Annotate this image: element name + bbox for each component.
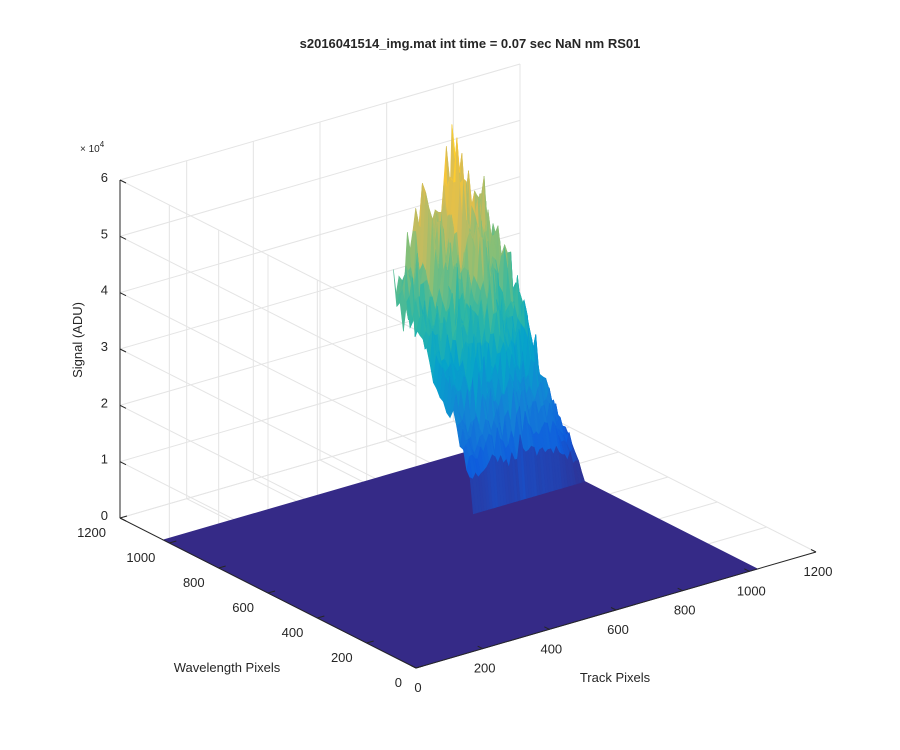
z-exponent-power: 4 [100, 140, 105, 149]
x-tick-label: 1000 [737, 583, 766, 598]
y-tick-label: 200 [331, 650, 353, 665]
x-tick [410, 665, 417, 669]
z-tick-label: 1 [101, 452, 108, 467]
z-tick [119, 292, 127, 297]
x-tick [610, 607, 617, 611]
surface-base [162, 440, 759, 669]
x-tick-label: 200 [474, 661, 496, 676]
y-tick [169, 540, 177, 544]
z-tick-label: 5 [101, 226, 108, 241]
surface [162, 124, 759, 669]
y-tick-label: 0 [395, 675, 402, 690]
z-tick [119, 517, 127, 522]
z-tick-label: 6 [101, 170, 108, 185]
x-tick [477, 645, 483, 650]
x-tick-label: 800 [674, 603, 696, 618]
z-tick-label: 0 [101, 508, 108, 523]
x-tick [677, 587, 683, 592]
x-tick [544, 626, 550, 630]
grid-line [119, 401, 521, 519]
y-tick [366, 640, 374, 644]
x-tick [744, 568, 750, 572]
z-tick [119, 348, 127, 353]
grid-line [119, 348, 417, 500]
z-tick [119, 235, 127, 240]
y-axis-label: Wavelength Pixels [174, 660, 281, 675]
surface-patch [578, 460, 586, 483]
z-tick [119, 461, 127, 466]
y-tick [267, 590, 276, 594]
x-tick [810, 549, 817, 553]
grid-line [119, 179, 417, 331]
y-tick-label: 800 [183, 575, 205, 590]
x-tick-label: 1200 [804, 564, 833, 579]
grid-line [119, 235, 417, 387]
z-tick-label: 3 [101, 339, 108, 354]
grid-line [119, 292, 417, 444]
x-tick-label: 600 [607, 622, 629, 637]
z-exponent-base: × 10 [80, 144, 100, 155]
y-tick [218, 565, 226, 569]
y-tick-label: 1200 [77, 525, 106, 540]
x-tick-label: 400 [540, 641, 562, 656]
y-tick [317, 615, 325, 619]
labels: s2016041514_img.mat int time = 0.07 sec … [70, 36, 651, 685]
x-axis-label: Track Pixels [580, 670, 651, 685]
z-tick [119, 179, 127, 184]
y-tick [119, 515, 128, 519]
x-tick-label: 0 [414, 680, 421, 695]
z-tick-label: 4 [101, 283, 108, 298]
z-exponent-label: × 104 [80, 140, 105, 155]
axes: 0200400600800100012000200400600800100012… [77, 170, 832, 695]
z-tick [119, 404, 127, 409]
z-axis-label: Signal (ADU) [70, 302, 85, 378]
y-tick [415, 665, 424, 669]
chart-title: s2016041514_img.mat int time = 0.07 sec … [300, 36, 641, 51]
y-tick-label: 1000 [126, 550, 155, 565]
z-tick-label: 2 [101, 395, 108, 410]
y-tick-label: 400 [282, 625, 304, 640]
y-tick-label: 600 [232, 600, 254, 615]
grid-line [119, 63, 521, 181]
